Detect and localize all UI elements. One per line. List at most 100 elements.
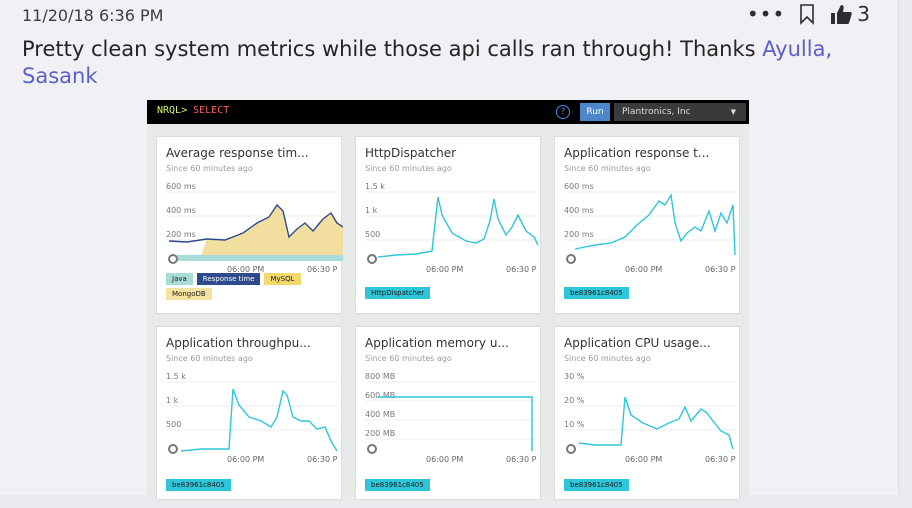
series-line: [180, 388, 338, 452]
series-line: [378, 396, 533, 451]
time-handle-icon: [566, 444, 576, 454]
caret-down-icon: ▼: [730, 108, 736, 116]
message-timestamp: 11/20/18 6:36 PM: [22, 6, 164, 25]
legend: be83961c8405: [564, 479, 724, 491]
y-tick-label: 600 MB: [365, 391, 395, 400]
y-tick-label: 500: [365, 230, 380, 239]
time-handle-icon: [367, 444, 377, 454]
legend-tag: Response time: [196, 273, 261, 285]
y-tick-label: 200 ms: [564, 230, 594, 239]
legend-tag: be83961c8405: [564, 479, 629, 491]
metric-chart: 600 ms 400 ms 200 ms 06:00 PM 06:30 P: [166, 182, 343, 274]
time-handle-icon: [168, 254, 178, 264]
legend-tag: Java: [166, 273, 193, 285]
account-selector: Plantronics, Inc ▼: [614, 103, 746, 121]
legend-tag: be83961c8405: [166, 479, 231, 491]
x-tick-label: 06:30 P: [506, 455, 537, 464]
metric-card: Application throughpu... Since 60 minutes…: [156, 326, 342, 500]
mention-link[interactable]: Ayulla, Sasank: [22, 37, 833, 88]
series-line: [377, 196, 539, 258]
chart-subtitle: Since 60 minutes ago: [166, 164, 253, 173]
chart-title: Application throughpu...: [166, 336, 311, 350]
series-line: [574, 192, 736, 256]
bookmark-icon[interactable]: [799, 3, 815, 25]
chart-subtitle: Since 60 minutes ago: [365, 354, 452, 363]
time-handle-icon: [566, 254, 576, 264]
y-tick-label: 20 %: [564, 396, 585, 405]
help-icon: ?: [556, 105, 570, 119]
metric-chart: 1.5 k 1 k 500 06:00 PM 06:30 P: [365, 182, 539, 274]
metric-chart: 30 % 20 % 10 % 06:00 PM 06:30 P: [564, 372, 736, 464]
metric-card: Application response t... Since 60 minute…: [554, 136, 740, 314]
like-count: 3: [857, 2, 870, 26]
y-tick-label: 10 %: [564, 420, 585, 429]
chart-title: Application response t...: [564, 146, 710, 160]
like-reaction[interactable]: 3: [829, 2, 870, 26]
y-tick-label: 800 MB: [365, 372, 395, 381]
chart-subtitle: Since 60 minutes ago: [564, 164, 651, 173]
metric-card: Average response tim... Since 60 minutes …: [156, 136, 343, 314]
message-body: Pretty clean system metrics while those …: [22, 37, 763, 61]
series-area: [201, 205, 343, 257]
metric-chart: 800 MB 600 MB 400 MB 200 MB 06:00 PM 06:30 P: [365, 372, 537, 464]
y-tick-label: 30 %: [564, 372, 585, 381]
x-tick-label: 06:00 PM: [227, 265, 264, 274]
nrql-query-bar: NRQL> SELECT ? Run Plantronics, Inc ▼: [147, 100, 749, 124]
y-tick-label: 600 ms: [166, 182, 196, 191]
message-text: Pretty clean system metrics while those …: [22, 36, 842, 90]
series-line: [578, 396, 734, 450]
legend: be83961c8405: [564, 287, 724, 299]
legend-tag: HttpDispatcher: [365, 287, 431, 299]
y-tick-label: 1.5 k: [166, 372, 186, 381]
chart-subtitle: Since 60 minutes ago: [564, 354, 651, 363]
chart-subtitle: Since 60 minutes ago: [365, 164, 452, 173]
y-tick-label: 600 ms: [564, 182, 594, 191]
y-tick-label: 400 ms: [166, 206, 196, 215]
series-baseline: [171, 255, 343, 261]
x-tick-label: 06:00 PM: [227, 455, 264, 464]
message-actions: ••• 3: [747, 2, 870, 26]
legend-tag: be83961c8405: [564, 287, 629, 299]
y-tick-label: 500: [166, 420, 181, 429]
y-tick-label: 1 k: [166, 396, 179, 405]
y-tick-label: 400 MB: [365, 410, 395, 419]
y-tick-label: 1 k: [365, 206, 378, 215]
legend-tag: MongoDB: [166, 288, 212, 300]
y-tick-label: 1.5 k: [365, 182, 385, 191]
chart-title: HttpDispatcher: [365, 146, 457, 160]
x-tick-label: 06:30 P: [705, 455, 736, 464]
legend: Java Response time MySQL MongoDB: [166, 273, 326, 300]
metric-card: Application memory u... Since 60 minutes …: [355, 326, 541, 500]
x-tick-label: 06:30 P: [307, 265, 338, 274]
legend-tag: MySQL: [264, 273, 301, 285]
run-button: Run: [580, 103, 610, 121]
x-tick-label: 06:00 PM: [426, 455, 463, 464]
metric-chart: 600 ms 400 ms 200 ms 06:00 PM 06:30 P: [564, 182, 736, 274]
metric-chart: 1.5 k 1 k 500 06:00 PM 06:30 P: [166, 372, 338, 464]
y-tick-label: 200 MB: [365, 429, 395, 438]
nrql-prompt: NRQL> SELECT: [157, 105, 230, 116]
more-icon[interactable]: •••: [746, 2, 786, 26]
series-line: [168, 203, 343, 243]
embedded-dashboard-screenshot: NRQL> SELECT ? Run Plantronics, Inc ▼ Aver…: [147, 100, 749, 500]
y-tick-label: 400 ms: [564, 206, 594, 215]
time-handle-icon: [168, 444, 178, 454]
x-tick-label: 06:00 PM: [426, 265, 463, 274]
chart-subtitle: Since 60 minutes ago: [166, 354, 253, 363]
x-tick-label: 06:30 P: [506, 265, 537, 274]
thumbs-up-icon: [831, 5, 852, 24]
metric-card: Application CPU usage... Since 60 minutes…: [554, 326, 740, 500]
legend: be83961c8405: [166, 479, 326, 491]
x-tick-label: 06:00 PM: [625, 455, 662, 464]
chart-title: Application memory u...: [365, 336, 509, 350]
legend-tag: be83961c8405: [365, 479, 430, 491]
nrql-query-text: SELECT: [193, 105, 230, 116]
chart-title: Application CPU usage...: [564, 336, 711, 350]
legend: HttpDispatcher: [365, 287, 525, 299]
x-tick-label: 06:30 P: [307, 455, 338, 464]
time-handle-icon: [367, 254, 377, 264]
y-tick-label: 200 ms: [166, 230, 196, 239]
x-tick-label: 06:30 P: [705, 265, 736, 274]
x-tick-label: 06:00 PM: [625, 265, 662, 274]
